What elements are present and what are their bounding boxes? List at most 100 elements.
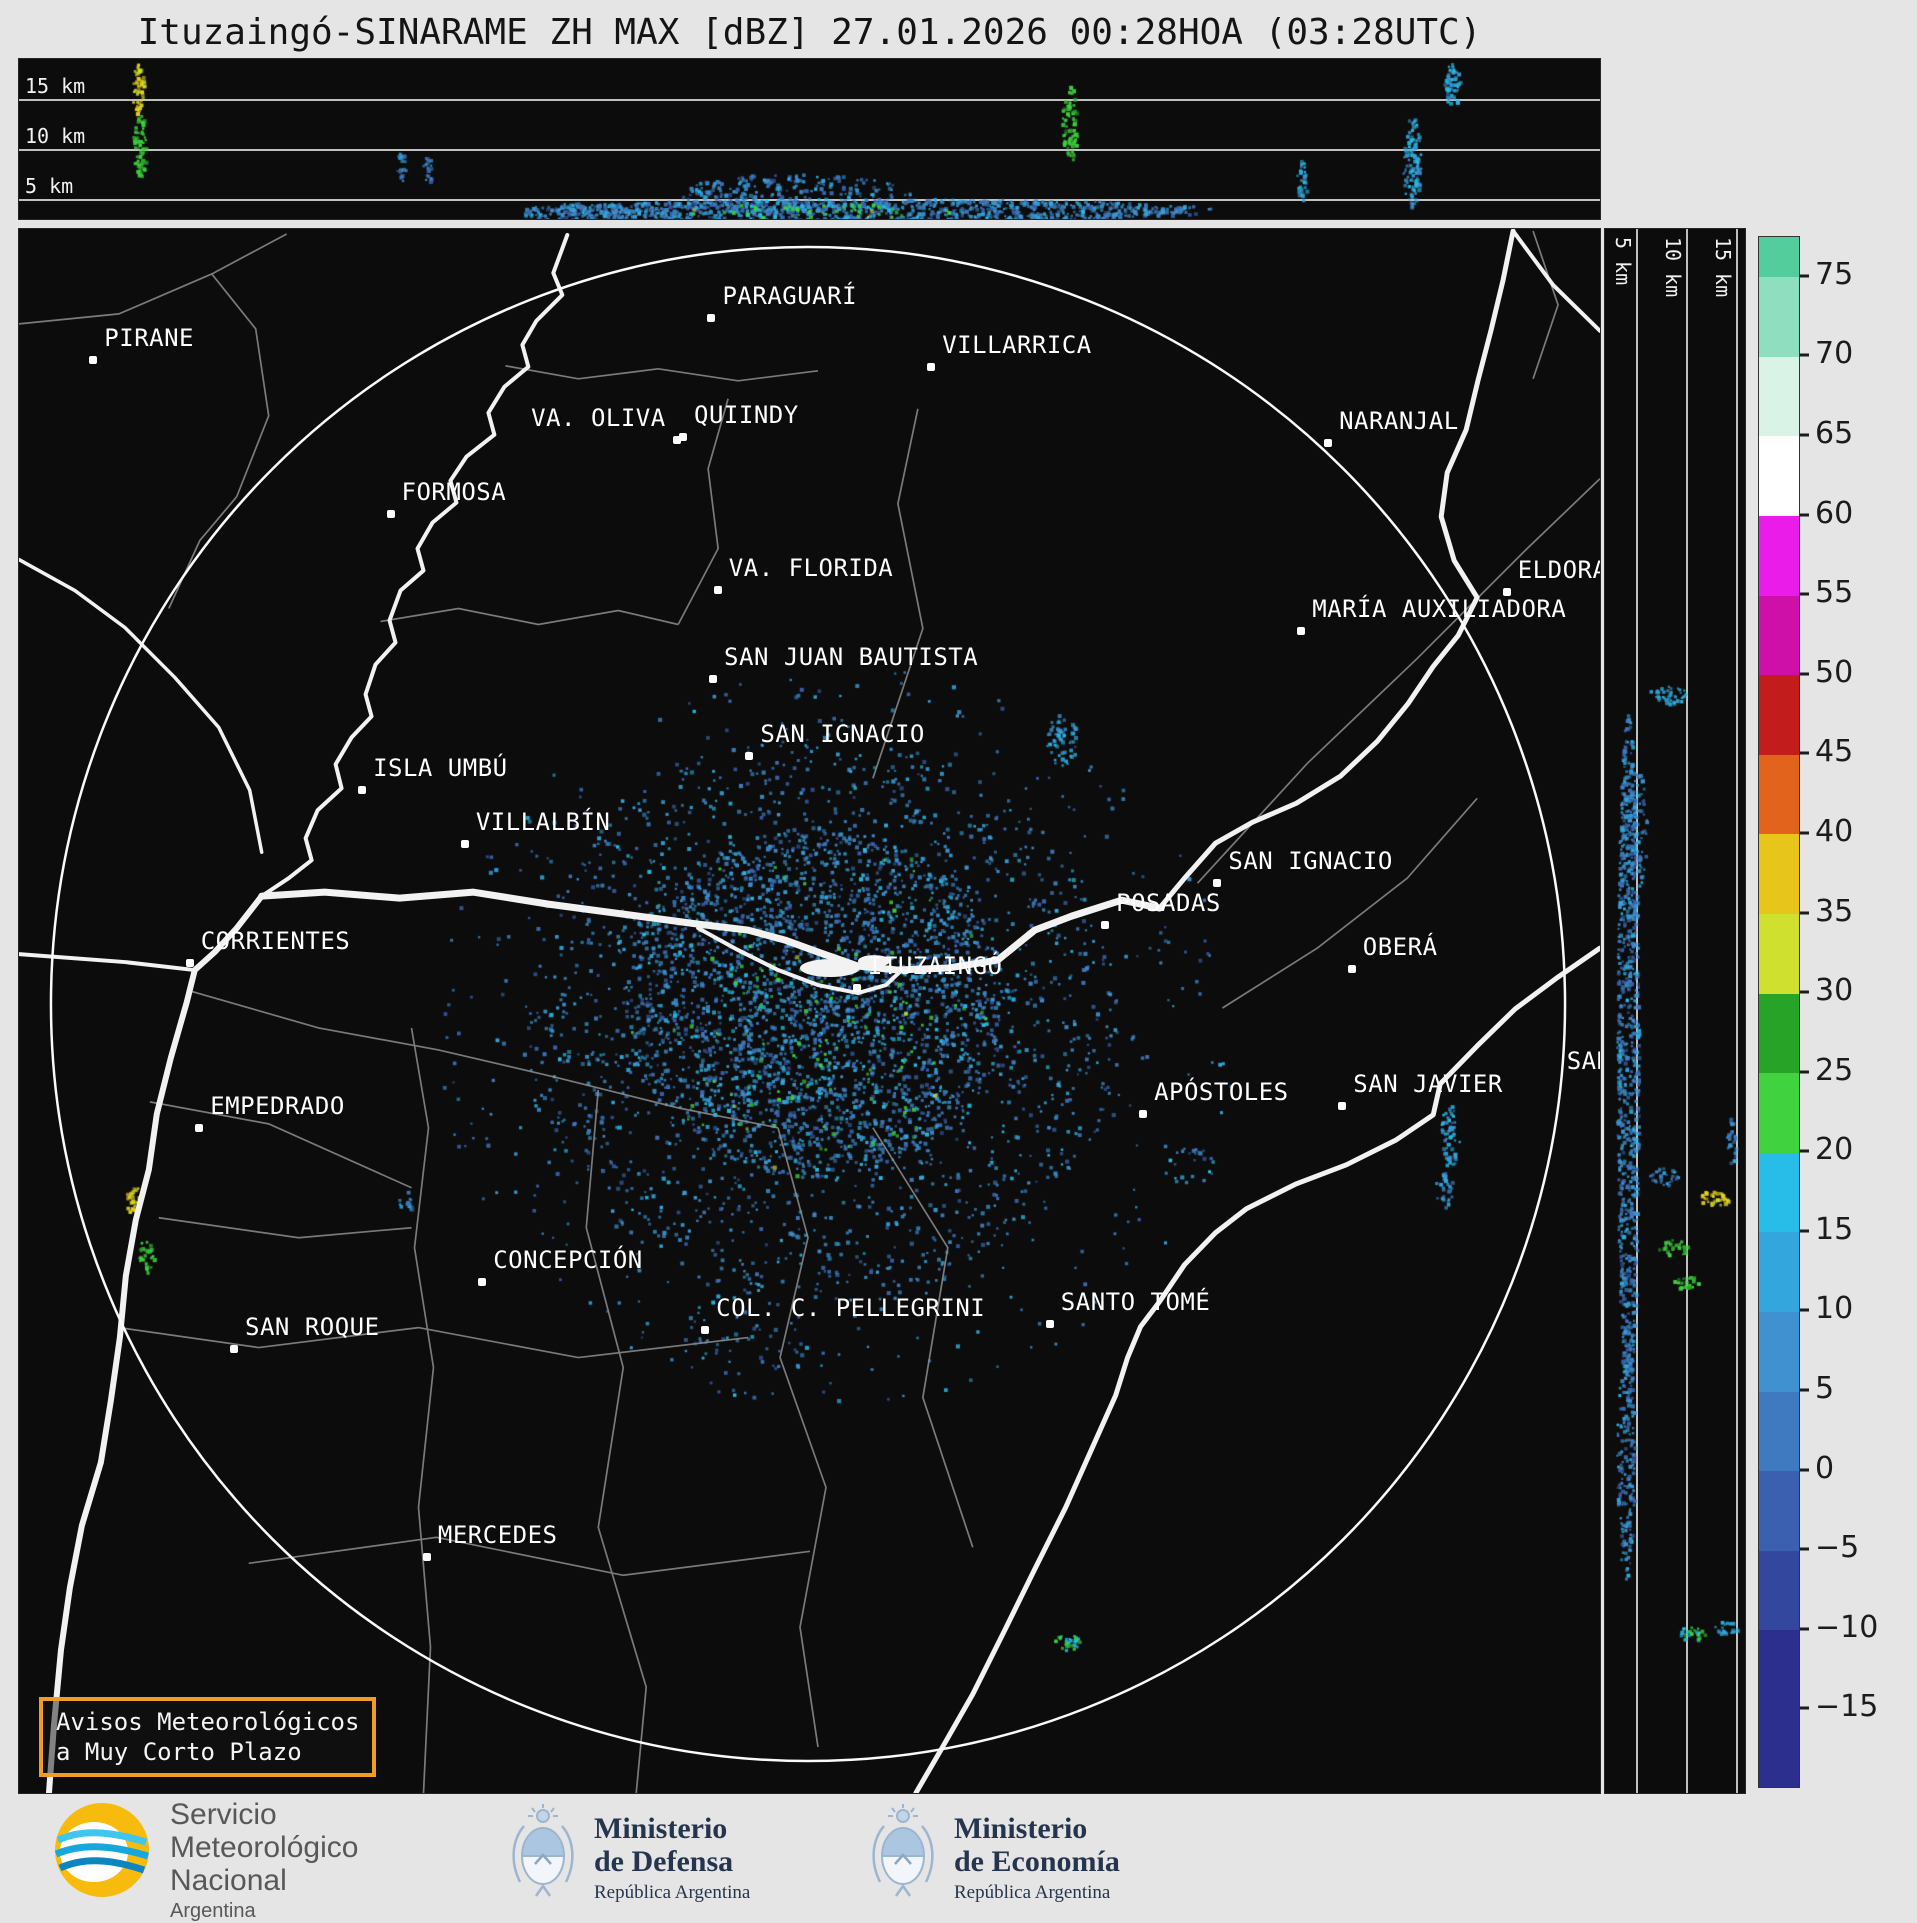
city-label: SAN JUAN BAUTISTA [724,643,979,672]
colorbar-tick-label: 30 [1815,973,1854,1009]
city-label: SAN ROQUE [245,1312,380,1341]
city-label: POSADAS [1116,888,1221,917]
colorbar-tick-label: 25 [1815,1052,1854,1088]
colorbar-tick-label: 0 [1815,1450,1835,1486]
argentina-coat-of-arms-icon [872,1804,934,1897]
colorbar-tick-mark [1800,911,1809,914]
colorbar-segment [1759,1072,1799,1153]
notice-line-1: Avisos Meteorológicos [56,1708,360,1736]
ministerio-economia-logo-block: Ministerio de Economía República Argenti… [872,1804,1120,1904]
colorbar-tick-mark [1800,1308,1809,1312]
city-dot [460,839,469,848]
city-label: APÓSTOLES [1154,1078,1289,1107]
city-dot [1338,1102,1347,1111]
colorbar-tick-mark [1800,1388,1809,1392]
colorbar-segment [1759,913,1799,994]
city-dot [701,1326,710,1335]
city-label: QUIINDY [694,401,799,429]
city-dot [707,314,716,323]
ministry-name-line: de Economía [954,1845,1120,1878]
argentina-coat-of-arms-icon [512,1804,574,1897]
colorbar-tick-mark [1800,1547,1809,1551]
page-title: Ituzaingó-SINARAME ZH MAX [dBZ] 27.01.20… [137,12,1482,53]
city-dot [1213,878,1222,887]
weather-warning-notice[interactable]: Avisos Meteorológicos a Muy Corto Plazo [39,1697,377,1777]
city-dot [358,786,367,795]
city-label: CORRIENTES [200,926,351,955]
city-dot [478,1277,487,1286]
city-label: NARANJAL [1339,407,1459,436]
colorbar-tick-label: 20 [1815,1132,1854,1168]
colorbar-segment [1759,1391,1799,1472]
city-dot [672,436,681,445]
colorbar-tick-label: 10 [1815,1291,1854,1327]
colorbar-tick-label: 35 [1815,893,1854,929]
colorbar-segment [1759,276,1799,357]
colorbar-segment [1759,237,1799,278]
colorbar-segment [1759,1550,1799,1631]
smn-name-line: Servicio [170,1798,277,1831]
city-dot [386,509,395,518]
city-dot [422,1552,431,1561]
city-dot [1502,587,1511,596]
colorbar-tick-label: −10 [1815,1609,1879,1645]
cross-section-top-panel: 15 km 10 km 5 km [18,58,1601,220]
colorbar-tick-mark [1800,513,1809,517]
city-label: PIRANE [104,324,194,353]
colorbar-segment [1759,993,1799,1074]
city-label: SANTO TOMÉ [1060,1287,1211,1316]
ministerio-defensa-logo-block: Ministerio de Defensa República Argentin… [512,1804,750,1904]
city-label: PARAGUARÍ [722,282,858,311]
colorbar-segment [1759,754,1799,835]
colorbar-tick-labels: 75 70 65 60 55 50 45 40 35 30 25 20 15 10 5 0 −5 −10 −15 [1800,236,1916,1788]
notice-line-2: a Muy Corto Plazo [56,1738,302,1766]
colorbar-tick-mark [1800,592,1809,596]
city-label: OBERÁ [1362,932,1438,961]
colorbar-segment [1759,1470,1799,1551]
city-label: ISLA UMBÚ [373,754,508,783]
city-dot [1045,1319,1054,1328]
colorbar-segment [1759,515,1799,596]
city-dot [709,675,718,684]
city-dot [1297,626,1306,635]
city-label: FORMOSA [401,477,507,506]
smn-name-line: Nacional [170,1864,287,1897]
city-label: VA. OLIVA [531,404,666,433]
city-label: SAN JAVIER [1353,1070,1503,1099]
colorbar-tick-label: 15 [1815,1211,1854,1247]
colorbar-segment [1759,356,1799,437]
smn-logo-icon [55,1803,149,1897]
city-dot [679,433,688,441]
colorbar-tick-mark [1800,1468,1809,1472]
colorbar-tick-mark [1800,672,1809,676]
city-label: VILLALBÍN [475,807,611,836]
colorbar-tick-mark [1800,990,1809,994]
city-dot [89,356,98,365]
colorbar-segments [1759,237,1799,1787]
city-label: ELDORADO [1517,555,1600,584]
reflectivity-colorbar [1758,236,1800,1788]
colorbar-tick-mark [1800,353,1809,357]
city-dot [745,752,754,761]
city-dot [1324,439,1333,448]
city-label: VA. FLORIDA [728,554,894,583]
city-label: SAN IGNACIO [1228,846,1393,875]
colorbar-tick-label: 70 [1815,336,1854,372]
colorbar-tick-mark [1800,1229,1809,1233]
ministry-name-line: Ministerio [594,1812,728,1845]
colorbar-segment [1759,435,1799,517]
city-dot [713,586,722,595]
colorbar-tick-label: 55 [1815,575,1854,611]
colorbar-segment [1759,1629,1799,1710]
city-dot [1139,1110,1148,1119]
city-dot [1347,964,1356,973]
city-label: VILLARRICA [942,330,1092,359]
colorbar-tick-mark [1800,1627,1809,1631]
colorbar-tick-mark [1800,274,1809,278]
city-dot [230,1344,239,1353]
colorbar-tick-label: 45 [1815,734,1854,770]
radar-map-panel: PIRANE PARAGUARÍ VILLARRICA QUIINDY VA. OLIV… [18,228,1601,1794]
ministry-subtitle: República Argentina [594,1882,751,1903]
cross-section-top-echoes-canvas [19,59,1600,219]
ministry-subtitle: República Argentina [954,1882,1111,1903]
